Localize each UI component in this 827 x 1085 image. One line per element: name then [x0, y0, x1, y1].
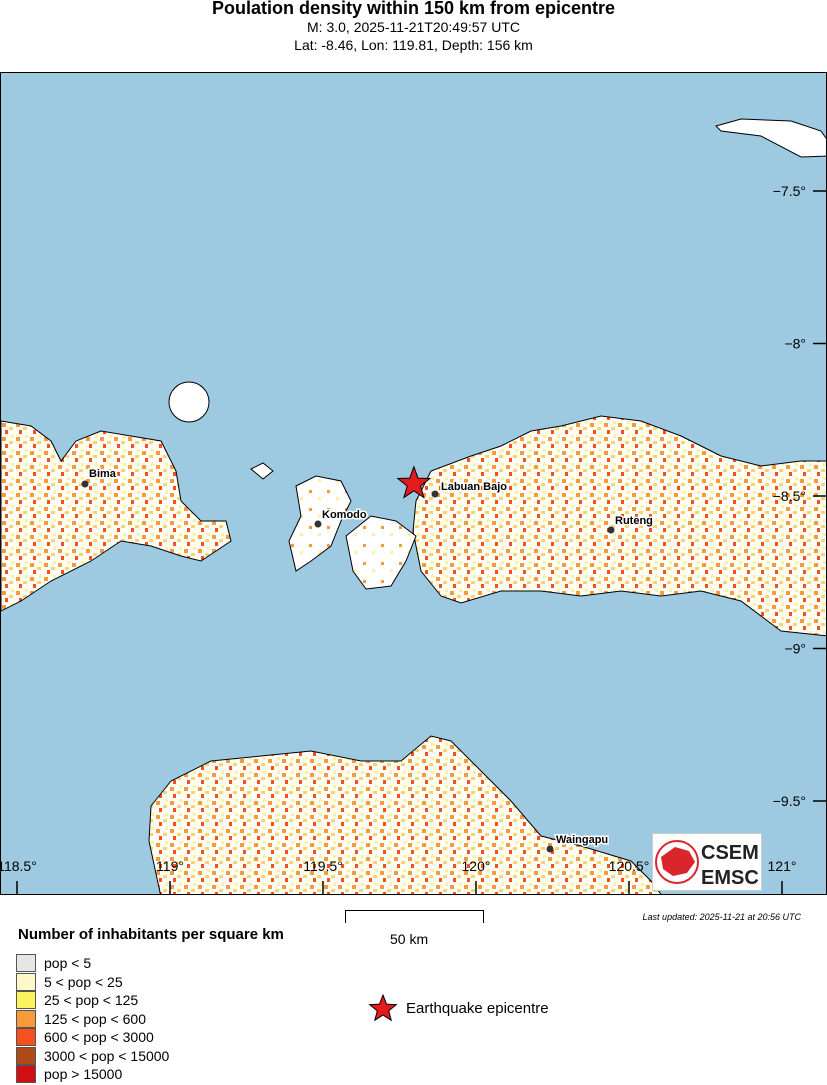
city-marker	[81, 480, 89, 488]
lat-tick-label: −8°	[784, 336, 806, 352]
city-marker	[546, 845, 554, 853]
sumba-island	[148, 735, 662, 894]
city-marker	[607, 526, 615, 534]
legend-title: Number of inhabitants per square km	[18, 926, 284, 943]
sumbawa-island	[1, 420, 232, 612]
lat-tick-label: −7.5°	[773, 183, 806, 199]
last-updated: Last updated: 2025-11-21 at 20:56 UTC	[642, 912, 801, 922]
city-label: Waingapu	[556, 834, 608, 846]
legend-item: 25 < pop < 125	[16, 991, 138, 1009]
star-icon	[368, 993, 398, 1022]
northeast-island	[715, 118, 826, 158]
legend-item-label: 600 < pop < 3000	[44, 1029, 154, 1045]
logo-globe-icon: CSEM EMSC	[655, 840, 759, 889]
legend-swatch	[16, 1046, 36, 1065]
legend-swatch	[16, 954, 36, 972]
lon-tick-label: 120.5°	[609, 858, 650, 874]
legend-item: pop > 15000	[16, 1065, 122, 1083]
city-marker	[314, 520, 322, 528]
event-location: Lat: -8.46, Lon: 119.81, Depth: 156 km	[294, 37, 533, 53]
emsc-logo: CSEM EMSC	[652, 833, 762, 891]
lon-tick-label: 121°	[768, 858, 797, 874]
lon-tick-label: 120°	[462, 858, 491, 874]
city-label: Komodo	[322, 509, 367, 521]
lon-tick-label: 119°	[156, 858, 184, 874]
legend-swatch	[16, 991, 36, 1009]
legend-swatch	[16, 972, 36, 991]
lat-tick-label: −9°	[784, 641, 806, 657]
legend-item-label: 3000 < pop < 15000	[44, 1047, 170, 1064]
city-label: Labuan Bajo	[441, 481, 507, 493]
legend-epicentre-label: Earthquake epicentre	[406, 999, 549, 1017]
flores-island	[412, 415, 826, 637]
epicentre-star[interactable]	[396, 465, 432, 499]
legend-item: 125 < pop < 600	[16, 1009, 146, 1028]
legend-item-label: 5 < pop < 25	[44, 973, 123, 990]
logo-emsc: EMSC	[701, 867, 759, 889]
lon-tick-label: 119.5°	[303, 858, 343, 874]
legend-item: 600 < pop < 3000	[16, 1028, 154, 1046]
sangeang-island	[168, 381, 210, 423]
rinca-island	[345, 515, 417, 590]
legend-item-label: 125 < pop < 600	[44, 1010, 146, 1027]
lat-tick-label: −8.5°	[773, 488, 806, 504]
lat-tick-label: −9.5°	[773, 793, 806, 809]
legend-item: 5 < pop < 25	[16, 972, 123, 991]
scale-label: 50 km	[390, 931, 429, 947]
city-label: Ruteng	[615, 515, 653, 527]
legend-item: pop < 5	[16, 954, 91, 972]
legend-item-label: 25 < pop < 125	[44, 992, 139, 1008]
legend-item-label: pop < 5	[44, 955, 92, 971]
city-label: Bima	[89, 468, 117, 480]
map-title: Poulation density within 150 km from epi…	[211, 0, 616, 18]
legend-swatch	[16, 1028, 36, 1046]
map-svg: 118.5° 119° 119.5° 120° 120.5° 121° −7.5° −8° −8…	[1, 118, 826, 894]
small-island	[250, 462, 274, 480]
population-map[interactable]: 118.5° 119° 119.5° 120° 120.5° 121° −7.5° −8° −8…	[0, 72, 827, 895]
event-info: M: 3.0, 2025-11-21T20:49:57 UTC	[307, 19, 520, 35]
legend-item-label: pop > 15000	[44, 1066, 123, 1082]
legend-epicentre: Earthquake epicentre	[368, 993, 549, 1023]
scale-bar	[345, 910, 484, 923]
legend-swatch	[16, 1065, 36, 1083]
legend-swatch	[16, 1009, 36, 1028]
logo-csem: CSEM	[701, 842, 759, 864]
lon-tick-label: 118.5°	[1, 858, 37, 874]
legend-item: 3000 < pop < 15000	[16, 1046, 170, 1065]
city-marker	[431, 490, 439, 498]
